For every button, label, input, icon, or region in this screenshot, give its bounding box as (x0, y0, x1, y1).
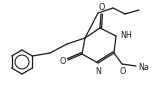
Text: O: O (60, 57, 66, 66)
Text: N: N (95, 67, 101, 76)
Text: O: O (120, 67, 126, 76)
Text: Na: Na (138, 62, 149, 71)
Text: NH: NH (120, 30, 132, 40)
Text: O: O (98, 3, 105, 12)
